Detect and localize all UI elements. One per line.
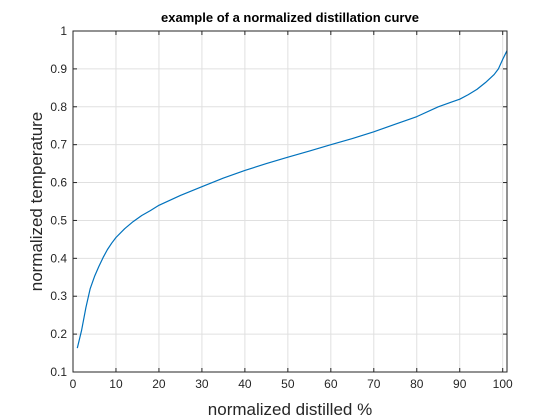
x-tick-label: 10 xyxy=(109,377,123,391)
y-tick-label: 0.7 xyxy=(50,138,67,152)
y-tick-label: 0.5 xyxy=(50,213,67,227)
x-tick-label: 80 xyxy=(410,377,424,391)
x-tick-label: 40 xyxy=(238,377,252,391)
x-tick-label: 20 xyxy=(152,377,166,391)
grid xyxy=(72,30,507,373)
y-tick-label: 0.4 xyxy=(50,251,67,265)
x-tick-label: 30 xyxy=(195,377,209,391)
y-tick-label: 0.9 xyxy=(50,62,67,76)
x-tick-label: 50 xyxy=(281,377,295,391)
x-tick-label: 0 xyxy=(70,377,77,391)
y-tick-label: 0.2 xyxy=(50,327,67,341)
y-axis-label: normalized temperature xyxy=(27,112,46,292)
x-tick-label: 90 xyxy=(453,377,467,391)
series-line xyxy=(76,50,508,349)
x-axis-label: normalized distilled % xyxy=(208,400,372,419)
y-tick-label: 0.3 xyxy=(50,289,67,303)
series-layer xyxy=(76,50,508,349)
chart-title: example of a normalized distillation cur… xyxy=(161,10,419,25)
x-tick-label: 70 xyxy=(367,377,381,391)
y-tick-label: 0.1 xyxy=(50,365,67,379)
x-tick-label: 60 xyxy=(324,377,338,391)
y-tick-label: 1 xyxy=(60,24,67,38)
axis-ticks: 0 10 20 30 40 50 60 70 80 90 100 0.1 0.2 0.3 0.4 0.5 0.6… xyxy=(50,24,513,391)
y-tick-label: 0.8 xyxy=(50,100,67,114)
x-tick-label: 100 xyxy=(493,377,513,391)
plot-area xyxy=(72,30,508,373)
y-tick-label: 0.6 xyxy=(50,176,67,190)
